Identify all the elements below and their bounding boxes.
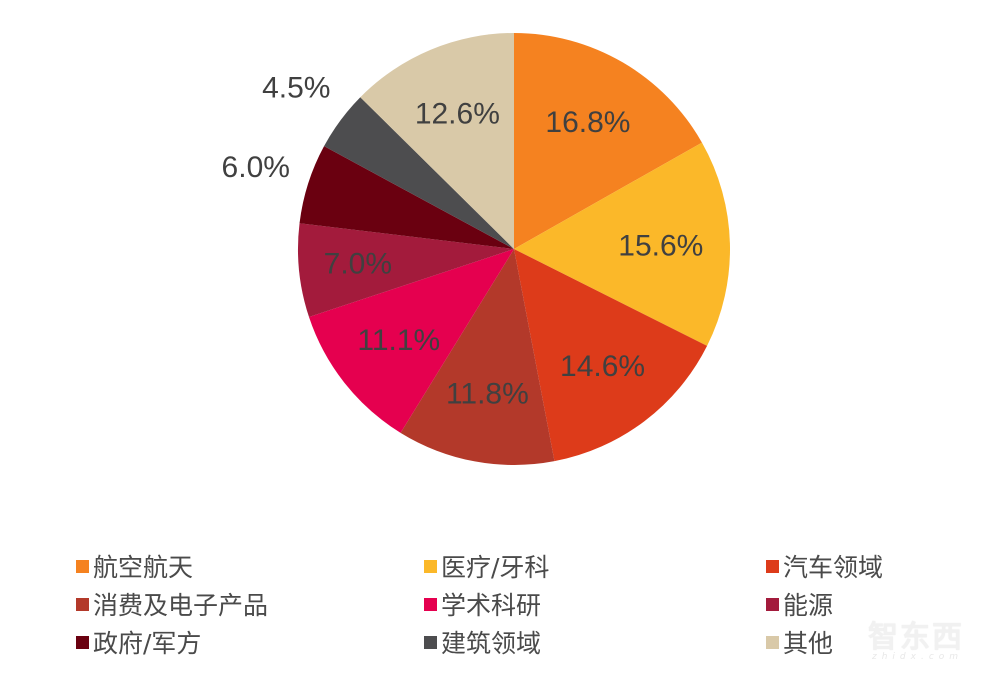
- slice-value-label: 4.5%: [262, 72, 330, 105]
- legend-item-academic: 学术科研: [424, 586, 541, 622]
- watermark-logo: 智东西: [868, 620, 964, 655]
- slice-value-label: 7.0%: [324, 248, 392, 281]
- pie-slice: [324, 97, 514, 250]
- legend-swatch: [766, 635, 779, 649]
- legend-label: 医疗/牙科: [441, 553, 550, 582]
- legend-label: 其他: [783, 629, 834, 658]
- legend-swatch: [424, 597, 437, 611]
- slice-value-label: 11.1%: [357, 324, 440, 357]
- legend-item-construction: 建筑领域: [424, 624, 541, 660]
- slice-value-label: 12.6%: [415, 97, 500, 130]
- pie-slice: [514, 249, 708, 462]
- legend-label: 建筑领域: [441, 629, 542, 658]
- slice-value-label: 15.6%: [618, 229, 703, 262]
- legend-swatch: [766, 559, 779, 573]
- pie-slice: [514, 142, 731, 346]
- legend-item-government-military: 政府/军方: [76, 624, 201, 660]
- watermark-url: zhidx.com: [872, 652, 964, 662]
- legend-item-automotive: 汽车领域: [766, 548, 883, 584]
- slice-value-label: 16.8%: [545, 106, 630, 139]
- legend-swatch: [424, 559, 437, 573]
- legend-item-aerospace: 航空航天: [76, 548, 193, 584]
- legend-swatch: [766, 597, 779, 611]
- legend-item-consumer-electronics: 消费及电子产品: [76, 586, 268, 622]
- legend-swatch: [76, 635, 89, 649]
- legend-label: 航空航天: [93, 553, 194, 582]
- slice-value-label: 6.0%: [222, 151, 290, 184]
- legend-label: 汽车领域: [783, 553, 884, 582]
- pie-slice: [299, 146, 514, 249]
- legend-item-energy: 能源: [766, 586, 833, 622]
- pie-slice: [400, 249, 555, 465]
- legend-swatch: [76, 597, 89, 611]
- slice-value-label: 14.6%: [560, 350, 645, 383]
- legend-item-medical: 医疗/牙科: [424, 548, 549, 584]
- legend-label: 消费及电子产品: [93, 591, 269, 620]
- legend-swatch: [424, 635, 437, 649]
- pie-slice: [360, 33, 514, 249]
- pie-slice: [514, 33, 702, 249]
- legend-label: 能源: [783, 591, 834, 620]
- slice-value-label: 11.8%: [446, 377, 529, 410]
- pie-slice: [308, 249, 514, 433]
- legend-swatch: [76, 559, 89, 573]
- legend-label: 学术科研: [441, 591, 542, 620]
- pie-slice: [298, 223, 514, 318]
- pie-chart: 16.8% 15.6% 14.6% 11.8%11.1% 7.0% 6.0% 4.5% 12.…: [222, 33, 731, 465]
- legend-label: 政府/军方: [93, 629, 202, 658]
- legend-item-other: 其他: [766, 624, 833, 660]
